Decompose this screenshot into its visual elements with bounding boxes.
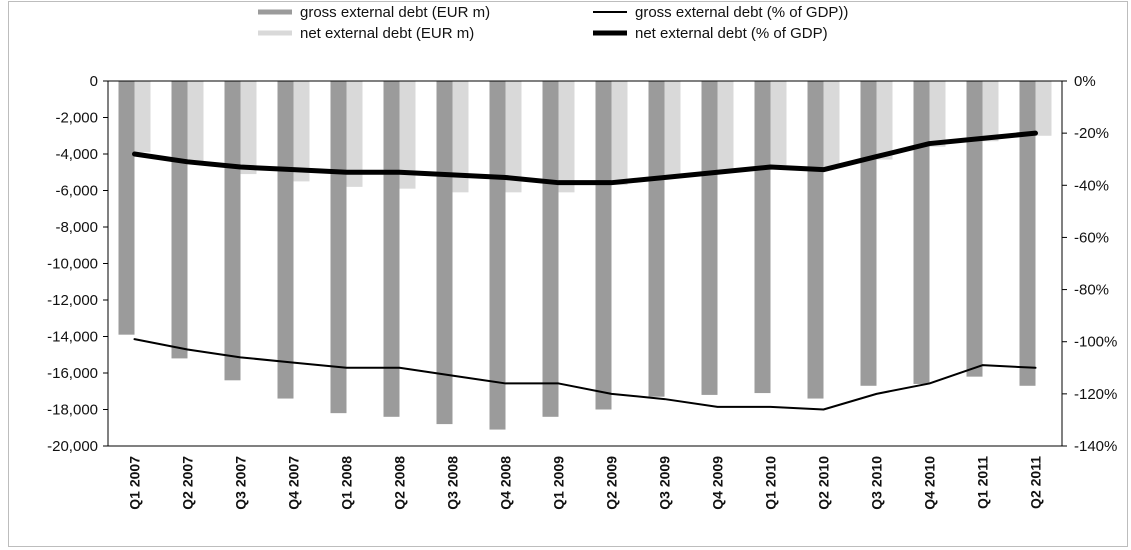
left-tick-label: 0 [90,73,98,90]
bar-gross-external-debt-eur [701,81,718,395]
bar-gross-external-debt-eur [860,81,877,386]
bar-net-external-debt-eur [1035,81,1052,136]
x-tick-label: Q2 2011 [1028,456,1044,509]
x-axis: Q1 2007 Q2 2007 Q3 2007 Q4 2007 Q1 2008 Q2 20… [108,80,1062,510]
lines [132,130,1038,411]
bar-net-external-debt-eur [187,81,204,162]
chart-frame [8,1,1128,547]
bar-gross-external-debt-eur [595,81,612,410]
bar-gross-external-debt-eur [1019,81,1036,386]
left-tick-label: -18,000 [47,402,98,419]
bar-net-external-debt-eur [982,81,999,142]
bar-net-external-debt-eur [240,81,257,175]
left-tick-label: -14,000 [47,329,98,346]
x-tick-label: Q1 2011 [975,456,991,509]
bar-net-external-debt-eur [505,81,522,193]
x-tick-label: Q1 2007 [127,456,143,510]
bar-net-external-debt-eur [876,81,893,160]
bar-gross-external-debt-eur [118,81,135,335]
bar-net-external-debt-eur [346,81,363,187]
x-tick-label: Q1 2009 [551,456,567,510]
left-tick-label: -20,000 [47,438,98,455]
x-tick-label: Q2 2009 [604,456,620,510]
bar-net-external-debt-eur [399,81,416,189]
x-tick-label: Q4 2008 [498,456,514,510]
x-tick-label: Q4 2010 [922,456,938,510]
bars [118,81,1052,430]
bar-gross-external-debt-eur [436,81,453,425]
left-axis: 0 -2,000 -4,000 -6,000 -8,000 -10,000 -12,000 -… [47,73,109,455]
line-gross-external-debt-pct-gdp [133,338,1037,411]
bar-gross-external-debt-eur [489,81,506,430]
left-tick-label: -10,000 [47,256,98,273]
bar-net-external-debt-eur [611,81,628,186]
x-tick-label: Q1 2010 [763,456,779,510]
bar-gross-external-debt-eur [648,81,665,397]
left-tick-label: -4,000 [55,146,98,163]
right-tick-label: -120% [1074,386,1117,403]
x-tick-label: Q3 2009 [657,456,673,510]
bar-net-external-debt-eur [664,81,681,176]
right-tick-label: 0% [1074,73,1096,90]
x-tick-label: Q2 2007 [180,456,196,510]
bar-gross-external-debt-eur [224,81,241,381]
left-tick-label: -2,000 [55,110,98,127]
legend-label: net external debt (% of GDP) [635,25,828,42]
bar-gross-external-debt-eur [807,81,824,399]
x-tick-label: Q2 2010 [816,456,832,510]
right-tick-label: -80% [1074,282,1109,299]
bar-net-external-debt-eur [558,81,575,193]
bar-gross-external-debt-eur [171,81,188,359]
bar-net-external-debt-eur [929,81,946,147]
left-tick-label: -6,000 [55,183,98,200]
legend-label: net external debt (EUR m) [300,25,474,42]
left-tick-label: -16,000 [47,365,98,382]
x-tick-label: Q4 2007 [286,456,302,510]
legend-label: gross external debt (% of GDP)) [635,4,848,21]
left-tick-label: -12,000 [47,292,98,309]
legend-label: gross external debt (EUR m) [300,4,490,21]
line-net-external-debt-pct-gdp [132,130,1038,186]
x-tick-label: Q3 2008 [445,456,461,510]
bar-net-external-debt-eur [452,81,469,193]
bar-gross-external-debt-eur [913,81,930,384]
right-tick-label: -40% [1074,177,1109,194]
bar-gross-external-debt-eur [383,81,400,417]
bar-gross-external-debt-eur [542,81,559,417]
bar-gross-external-debt-eur [966,81,983,377]
bar-gross-external-debt-eur [330,81,347,414]
right-axis: 0% -20% -40% -60% -80% -100% -120% -140% [1061,73,1117,455]
bar-net-external-debt-eur [134,81,151,153]
bar-net-external-debt-eur [717,81,734,173]
x-tick-label: Q2 2008 [392,456,408,510]
legend: gross external debt (EUR m) gross externa… [258,4,848,42]
x-tick-label: Q1 2008 [339,456,355,510]
bar-gross-external-debt-eur [754,81,771,394]
right-tick-label: -140% [1074,438,1117,455]
bar-net-external-debt-eur [823,81,840,167]
bar-net-external-debt-eur [293,81,310,182]
right-tick-label: -100% [1074,334,1117,351]
x-tick-label: Q3 2007 [233,456,249,510]
left-tick-label: -8,000 [55,219,98,236]
x-tick-label: Q3 2010 [869,456,885,510]
x-tick-label: Q4 2009 [710,456,726,510]
bar-net-external-debt-eur [770,81,787,165]
right-tick-label: -20% [1074,125,1109,142]
bar-gross-external-debt-eur [277,81,294,399]
right-tick-label: -60% [1074,229,1109,246]
